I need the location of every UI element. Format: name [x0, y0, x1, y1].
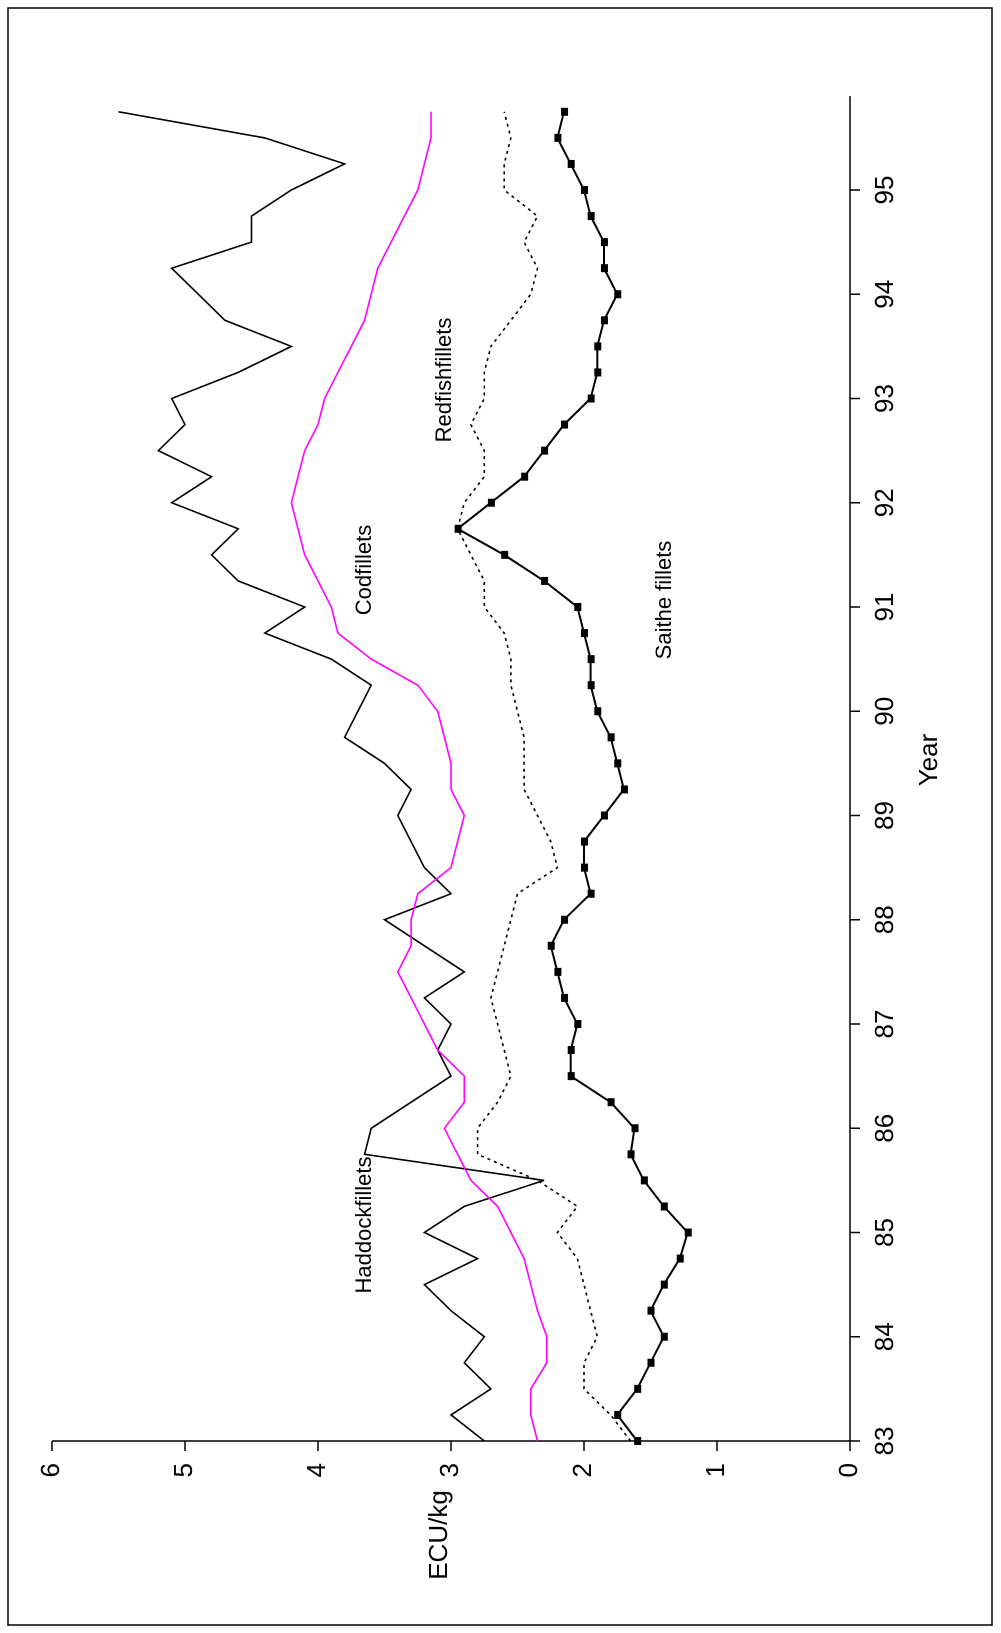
y-tick-label: 4	[301, 1463, 331, 1477]
series-marker	[567, 1072, 575, 1081]
y-tick-label: 5	[168, 1463, 198, 1477]
frame	[7, 7, 993, 1626]
series-marker	[554, 967, 562, 976]
series-label: Haddockfillets	[351, 1157, 376, 1294]
series-marker	[600, 316, 608, 325]
series-marker	[554, 133, 562, 142]
plot: ECU/kg Year 0 1 2 3 4 5 6 83 84 85 86 87 88 89 90 91 92 9…	[35, 96, 943, 1580]
series-marker	[567, 159, 575, 168]
series-label: Codfillets	[351, 525, 376, 615]
y-axis-title: ECU/kg	[423, 1490, 453, 1580]
x-tick-label: 86	[869, 1114, 899, 1143]
series-line	[290, 111, 548, 1442]
series-marker	[487, 498, 495, 507]
series-marker	[561, 420, 569, 429]
x-axis-title: Year	[913, 733, 943, 786]
series-marker	[594, 342, 602, 351]
series-marker	[634, 1437, 642, 1445]
series-line	[118, 111, 545, 1442]
series-marker	[541, 576, 549, 585]
series-marker	[454, 524, 462, 533]
series-marker	[587, 889, 595, 898]
x-tick-label: 83	[869, 1427, 899, 1456]
series-marker	[561, 993, 569, 1002]
series-marker	[634, 1384, 642, 1393]
series-marker	[620, 785, 628, 794]
series-marker	[521, 472, 529, 481]
series-label: Redfishfillets	[431, 318, 456, 443]
series-marker	[614, 759, 622, 768]
x-tick-label: 89	[869, 801, 899, 830]
series-marker	[587, 681, 595, 690]
series-marker	[614, 1410, 622, 1419]
x-tick-label: 92	[869, 488, 899, 517]
x-tick-label: 88	[869, 905, 899, 934]
series-marker	[660, 1280, 668, 1289]
x-tick-label: 84	[869, 1322, 899, 1351]
series-line	[455, 111, 689, 1442]
series-marker	[547, 941, 555, 950]
series-marker	[581, 863, 588, 872]
series-line	[456, 111, 632, 1442]
x-tick-label: 91	[869, 593, 899, 622]
series-label: Saithe fillets	[651, 541, 676, 660]
series-marker	[684, 1228, 692, 1237]
series-marker	[676, 1254, 684, 1263]
x-tick-label: 90	[869, 697, 899, 726]
series-marker	[600, 238, 608, 247]
series-marker	[631, 1124, 639, 1133]
series-marker	[594, 368, 602, 377]
series-marker	[607, 1098, 615, 1107]
series-marker	[581, 837, 588, 846]
series-marker	[594, 707, 602, 716]
y-tick-label: 6	[35, 1463, 65, 1477]
series-marker	[561, 107, 569, 116]
series-marker	[587, 212, 595, 221]
series-marker	[640, 1176, 648, 1185]
series-marker	[587, 655, 595, 664]
x-tick-label: 87	[869, 1010, 899, 1039]
series-marker	[541, 446, 549, 455]
x-tick-label: 85	[869, 1218, 899, 1247]
y-tick-label: 3	[434, 1463, 464, 1477]
y-tick-label: 0	[833, 1463, 863, 1477]
series-marker	[600, 811, 608, 820]
series-marker	[600, 264, 608, 273]
series-marker	[574, 1020, 582, 1028]
series-marker	[567, 1046, 575, 1055]
series-marker	[561, 915, 569, 924]
series-marker	[581, 186, 588, 194]
series-marker	[501, 550, 509, 559]
x-tick-label: 93	[869, 384, 899, 413]
series-marker	[607, 733, 615, 742]
series-marker	[614, 290, 622, 299]
series-marker	[660, 1202, 668, 1211]
y-tick-label: 1	[700, 1463, 730, 1477]
series-marker	[574, 603, 582, 611]
series-marker	[627, 1150, 635, 1159]
series-marker	[647, 1306, 655, 1315]
series-marker	[587, 394, 595, 403]
series-marker	[647, 1358, 655, 1367]
series-marker	[660, 1332, 668, 1341]
y-tick-label: 2	[567, 1463, 597, 1477]
series-marker	[581, 629, 588, 638]
x-tick-label: 95	[869, 176, 899, 205]
x-tick-label: 94	[869, 280, 899, 309]
